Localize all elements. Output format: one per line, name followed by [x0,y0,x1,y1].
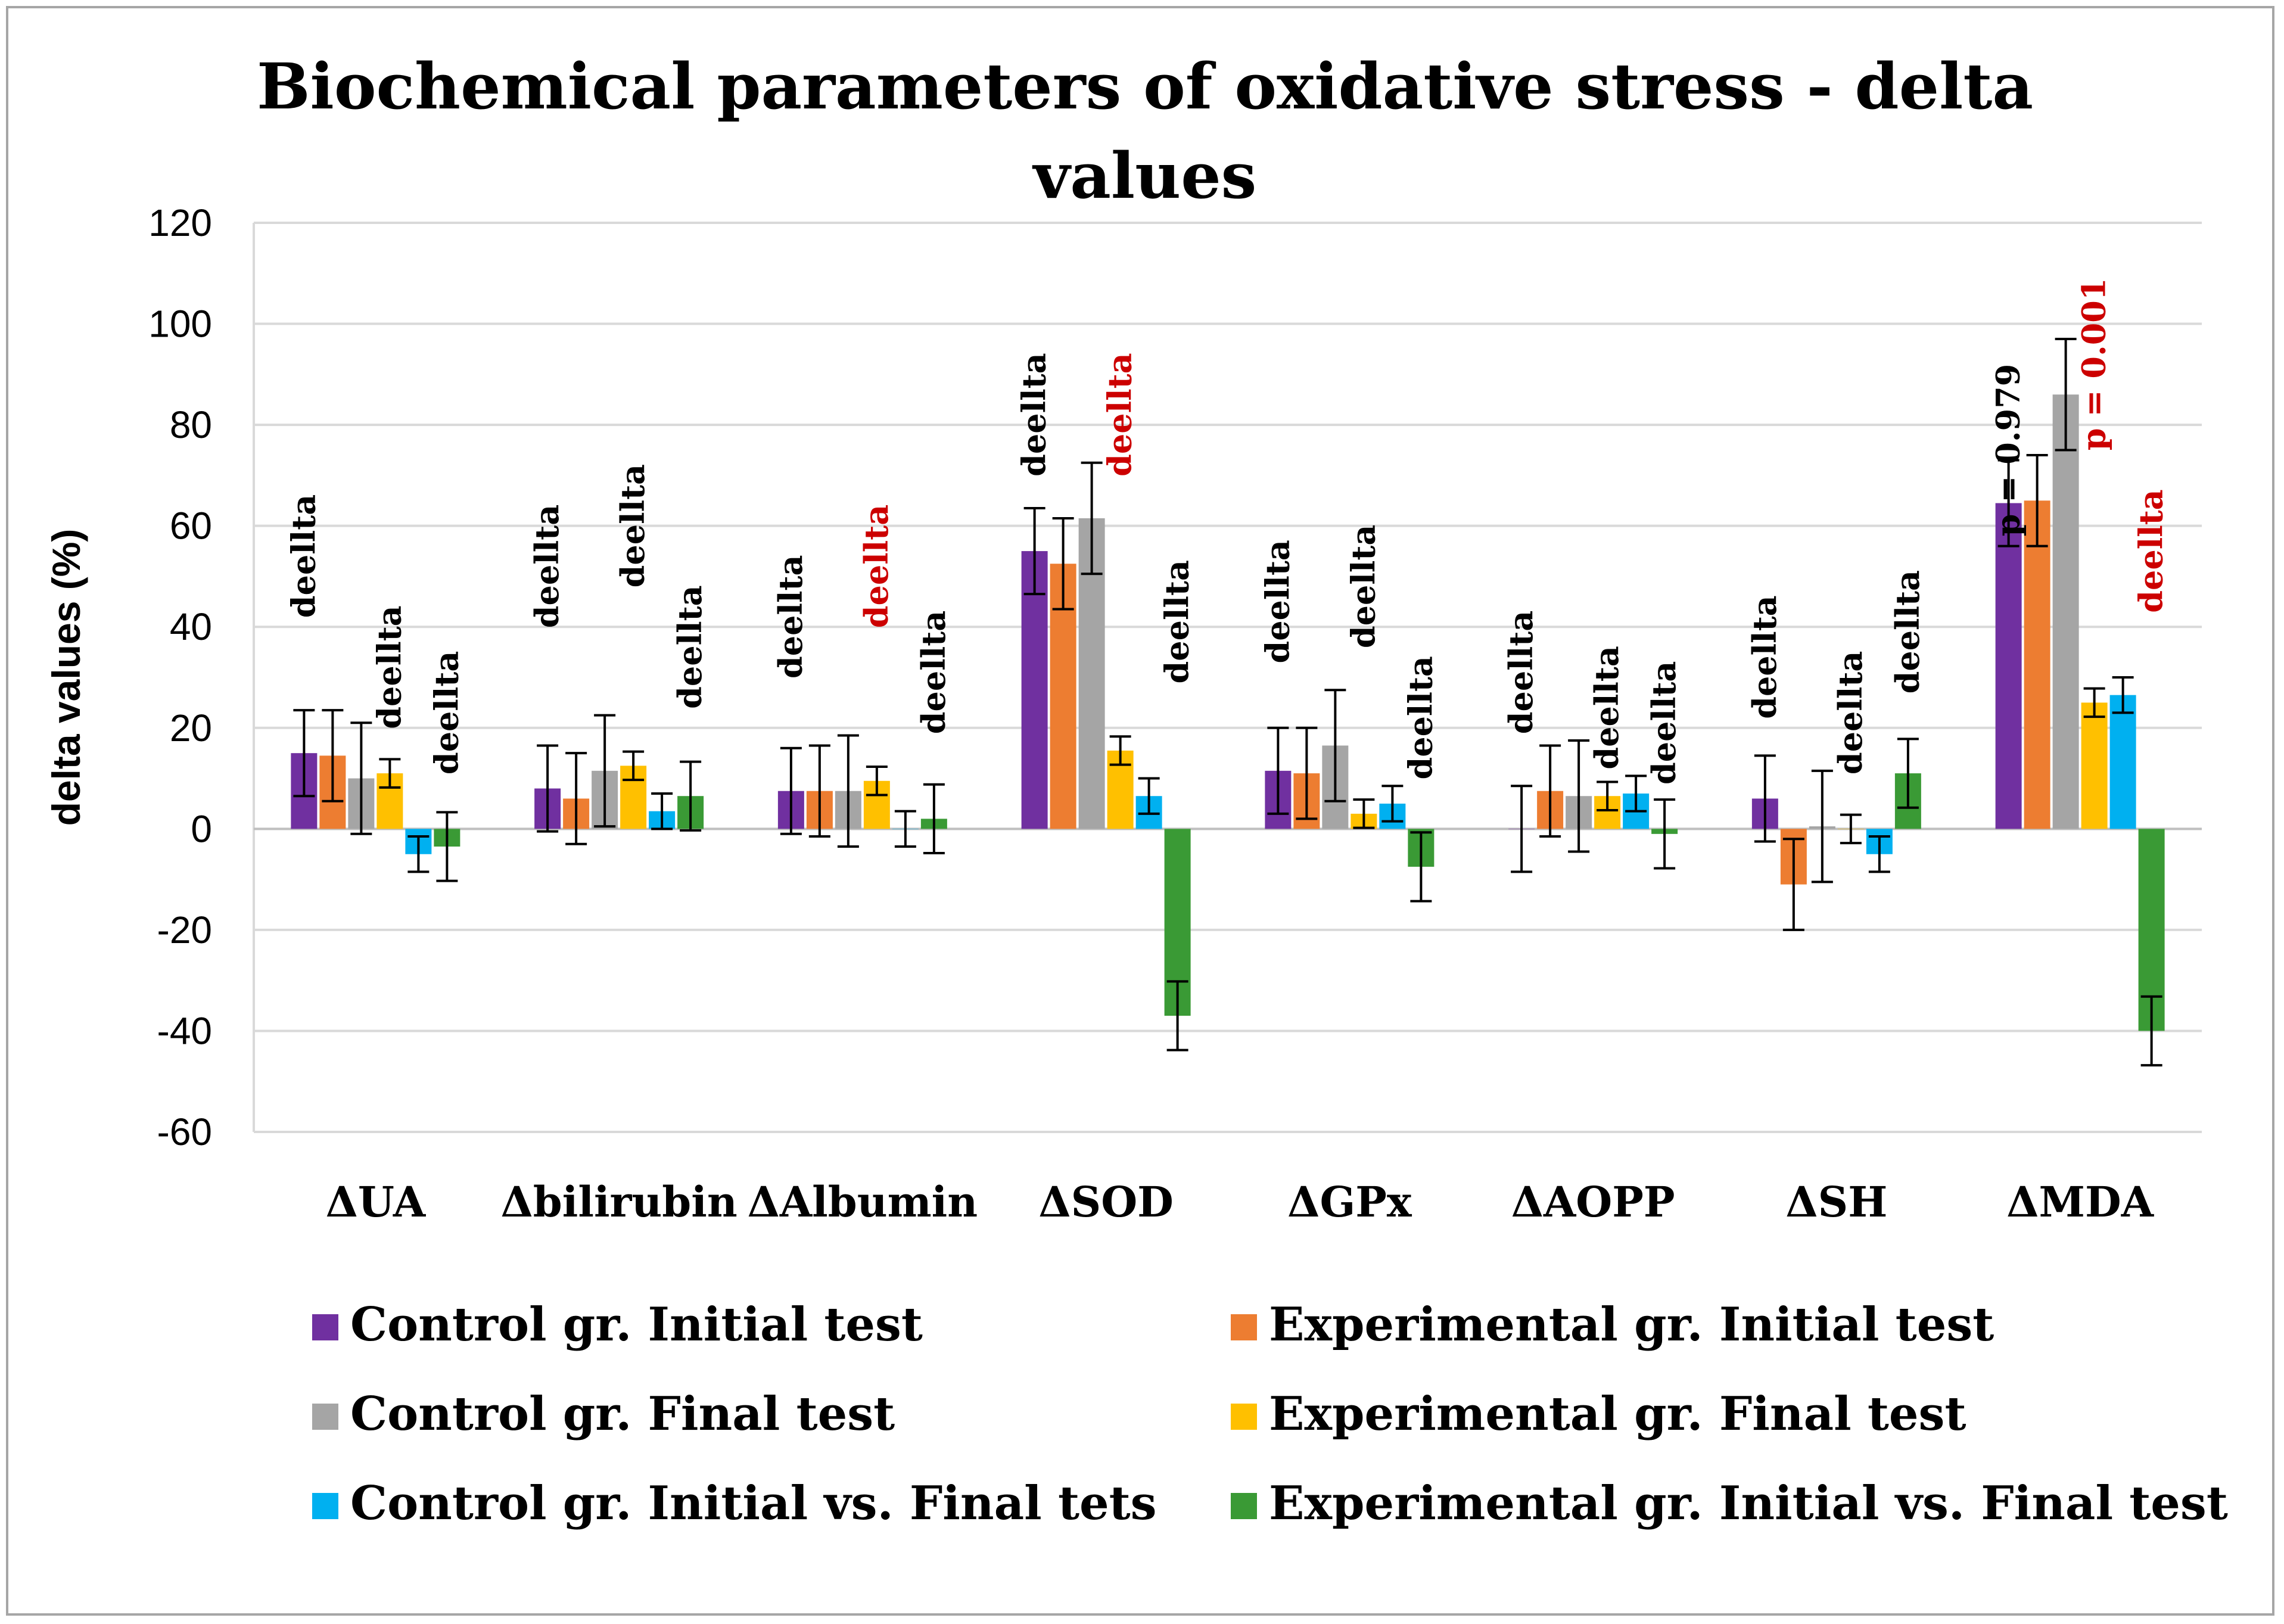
y-tick-label: 0 [191,807,212,850]
legend-label: Control gr. Final test [350,1387,895,1441]
legend-swatch [1231,1404,1257,1430]
legend-label: Experimental gr. Final test [1269,1387,1966,1441]
legend-swatch [1231,1314,1257,1340]
legend: Control gr. Initial test Experimental gr.… [312,1298,2228,1530]
bar [2024,500,2050,829]
annotation-label: deellta [1401,656,1439,779]
y-tick-label: -60 [157,1110,213,1153]
y-axis-ticks: -60 -40 -20 0 20 40 60 80 100 120 [148,201,212,1153]
x-category-label: ΔMDA [2006,1177,2155,1227]
y-tick-label: 120 [148,201,212,244]
annotation-label: p = 0.001 [2075,278,2113,451]
annotation-label: deellta [284,494,322,618]
y-axis-label: delta values (%) [44,529,88,826]
annotation-label: deellta [1645,661,1683,785]
chart-title-line: Biochemical parameters of oxidative stre… [257,49,2033,123]
bar [2081,702,2108,829]
annotation-label: deellta [427,651,465,774]
y-tick-label: -20 [157,909,213,951]
annotation-label: deellta [1101,353,1139,476]
annotation-label: deellta [914,611,953,734]
annotation-label: deellta [1888,570,1927,693]
legend-swatch [312,1493,338,1519]
bar [1995,503,2022,829]
annotation-label: deellta [1745,595,1784,718]
bar [2109,695,2136,829]
error-bars [293,337,2162,1067]
chart-frame: Biochemical parameters of oxidative stre… [6,6,2274,1616]
annotation-label: deellta [370,605,408,729]
y-tick-label: 20 [170,707,212,749]
annotation-label: deellta [771,555,810,679]
x-category-label: Δbilirubin [501,1177,738,1227]
y-tick-label: 80 [170,403,212,446]
annotation-label: deellta [857,505,895,628]
legend-label: Control gr. Initial test [350,1298,923,1352]
annotation-label: deellta [671,585,709,708]
bar [2052,394,2079,829]
y-tick-label: -40 [157,1009,213,1052]
legend-swatch [312,1404,338,1430]
legend-swatch [1231,1493,1257,1519]
annotation-label: deellta [1502,611,1540,734]
y-tick-label: 40 [170,605,212,648]
annotations: deellta deellta deellta deellta deellta deell… [284,278,2170,785]
x-axis-categories: ΔUA Δbilirubin ΔAlbumin ΔSOD ΔGPx ΔAOPP ΔSH ΔMD… [326,1177,2155,1227]
x-category-label: ΔSH [1785,1177,1887,1227]
y-tick-label: 100 [148,303,212,346]
y-tick-label: 60 [170,505,212,547]
annotation-label: p = 0.979 [1989,364,2027,537]
chart: Biochemical parameters of oxidative stre… [44,49,2228,1530]
annotation-label: deellta [1831,651,1869,774]
annotation-label: deellta [1015,353,1053,476]
legend-swatch [312,1314,338,1340]
legend-label: Experimental gr. Initial vs. Final test [1269,1476,2228,1530]
annotation-label: deellta [528,505,566,628]
annotation-label: deellta [1344,525,1382,648]
x-category-label: ΔAlbumin [748,1177,978,1227]
bar [1021,551,1048,829]
x-category-label: ΔUA [326,1177,427,1227]
annotation-label: deellta [2132,489,2170,612]
x-category-label: ΔSOD [1038,1177,1174,1227]
bars [291,394,2165,1031]
annotation-label: deellta [1258,540,1296,663]
legend-label: Experimental gr. Initial test [1269,1298,1994,1352]
annotation-label: deellta [1588,646,1626,769]
annotation-label: deellta [1158,560,1196,683]
chart-title-line: values [1032,138,1257,213]
x-category-label: ΔAOPP [1511,1177,1675,1227]
legend-label: Control gr. Initial vs. Final tets [350,1476,1157,1530]
chart-title: Biochemical parameters of oxidative stre… [257,49,2033,213]
x-category-label: ΔGPx [1287,1177,1412,1227]
annotation-label: deellta [614,464,652,587]
